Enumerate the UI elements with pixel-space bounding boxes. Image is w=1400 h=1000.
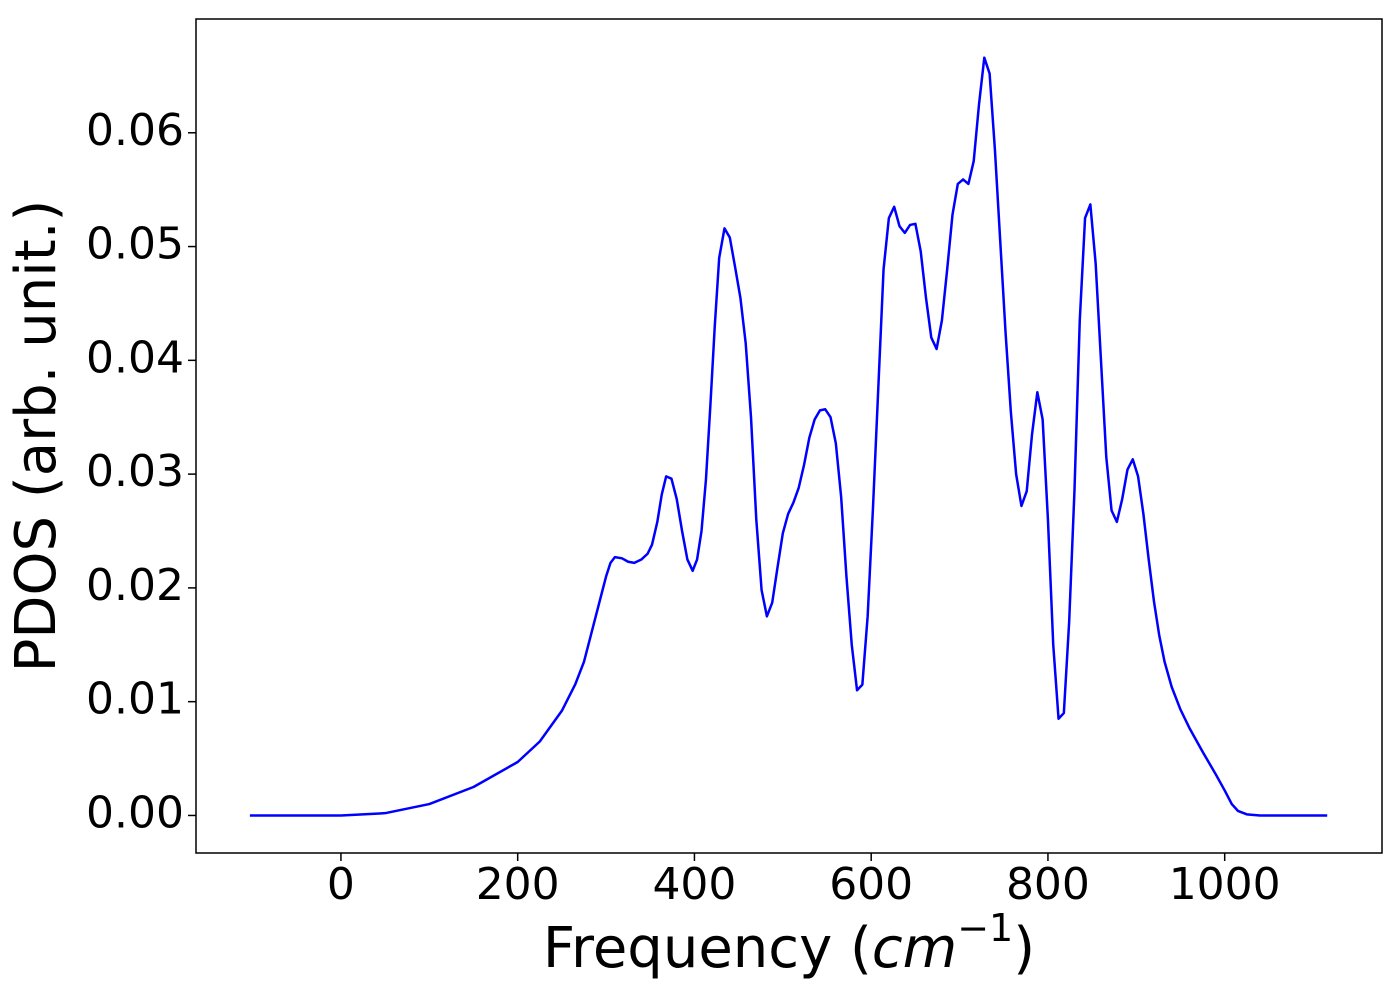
y-axis-label: PDOS (arb. unit.) [4,200,69,673]
x-tick-label: 800 [1006,859,1090,910]
y-tick-label: 0.04 [86,332,184,383]
x-axis-label: Frequency (cm−1) [543,906,1035,982]
y-tick-label: 0.03 [86,446,184,497]
x-tick-label: 600 [829,859,913,910]
x-tick-label: 1000 [1169,859,1281,910]
x-tick-label: 400 [652,859,736,910]
y-tick-label: 0.01 [86,674,184,725]
x-label-unit: cm [872,916,957,981]
pdos-line [249,56,1328,817]
y-tick-label: 0.05 [86,219,184,270]
y-tick-label: 0.06 [86,105,184,156]
x-label-close: ) [1013,916,1035,981]
x-tick-label: 200 [476,859,560,910]
y-tick-label: 0.00 [86,787,184,838]
x-tick-label: 0 [327,859,355,910]
x-label-text: Frequency ( [543,916,872,981]
y-tick-label: 0.02 [86,560,184,611]
plot-frame [195,18,1383,854]
x-label-exponent: −1 [957,906,1013,950]
